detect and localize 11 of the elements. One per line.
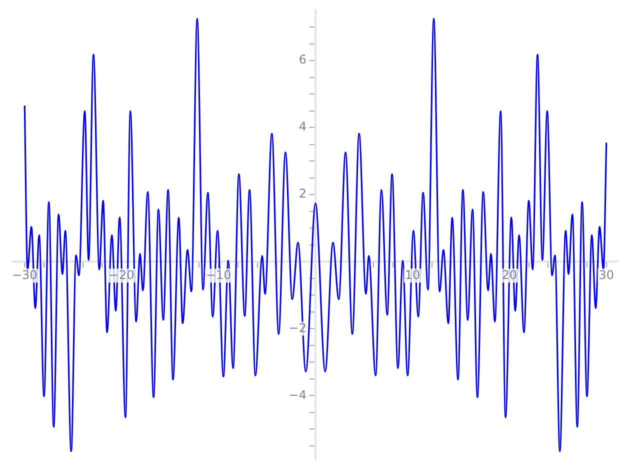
y-tick-label: −4	[288, 388, 306, 402]
y-tick-label: 2	[298, 186, 306, 201]
y-tick-label: −2	[288, 320, 306, 335]
x-tick-label: 30	[598, 268, 614, 282]
y-tick-label: 6	[298, 52, 306, 67]
x-tick-label: 10	[404, 268, 420, 282]
y-tick-label: 4	[298, 120, 306, 134]
x-tick-label: 20	[502, 268, 518, 282]
x-tick-label: −30	[12, 268, 38, 282]
x-tick-label: −20	[108, 268, 134, 282]
x-tick-label: −10	[206, 268, 232, 282]
